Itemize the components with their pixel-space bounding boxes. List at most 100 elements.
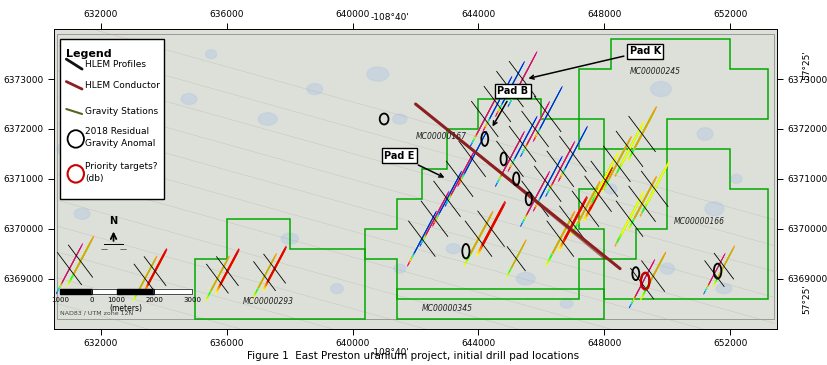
Polygon shape — [471, 211, 494, 254]
Polygon shape — [533, 97, 557, 140]
Polygon shape — [209, 258, 228, 294]
Polygon shape — [522, 181, 544, 224]
Text: Gravity Stations: Gravity Stations — [85, 107, 158, 116]
Polygon shape — [487, 81, 509, 123]
Polygon shape — [509, 61, 533, 103]
Polygon shape — [640, 172, 664, 215]
Polygon shape — [208, 261, 227, 296]
Polygon shape — [425, 193, 448, 236]
Polygon shape — [447, 160, 470, 203]
Polygon shape — [496, 142, 519, 185]
Polygon shape — [469, 214, 492, 257]
Polygon shape — [483, 88, 506, 130]
Polygon shape — [210, 257, 229, 292]
Polygon shape — [521, 183, 543, 226]
Polygon shape — [439, 170, 462, 214]
Polygon shape — [524, 105, 547, 149]
Polygon shape — [452, 151, 475, 193]
Polygon shape — [461, 138, 484, 180]
Polygon shape — [206, 265, 225, 300]
Polygon shape — [607, 139, 630, 182]
Polygon shape — [551, 143, 574, 187]
Ellipse shape — [62, 62, 84, 77]
Polygon shape — [420, 202, 443, 245]
Polygon shape — [576, 184, 599, 227]
Polygon shape — [60, 246, 81, 285]
Polygon shape — [603, 147, 626, 191]
Polygon shape — [632, 265, 652, 302]
Text: 0: 0 — [89, 297, 93, 303]
Text: (meters): (meters) — [110, 304, 142, 312]
Polygon shape — [707, 256, 724, 287]
Polygon shape — [642, 170, 665, 214]
Polygon shape — [483, 88, 506, 131]
Polygon shape — [510, 240, 526, 270]
Polygon shape — [718, 246, 734, 278]
Text: 1000: 1000 — [51, 297, 69, 303]
Polygon shape — [509, 244, 524, 273]
Polygon shape — [71, 238, 93, 278]
Polygon shape — [252, 264, 271, 299]
Polygon shape — [479, 208, 502, 252]
Polygon shape — [539, 158, 562, 200]
Ellipse shape — [142, 54, 155, 64]
Polygon shape — [484, 87, 507, 129]
Polygon shape — [475, 95, 498, 138]
Text: 2018 Residual: 2018 Residual — [85, 127, 150, 136]
Polygon shape — [629, 115, 652, 159]
Polygon shape — [498, 139, 520, 182]
Polygon shape — [621, 191, 644, 234]
Polygon shape — [218, 254, 237, 290]
Text: MC00000345: MC00000345 — [422, 304, 472, 313]
Polygon shape — [642, 260, 662, 298]
Polygon shape — [571, 192, 595, 235]
Ellipse shape — [447, 244, 461, 254]
Polygon shape — [501, 132, 524, 176]
Polygon shape — [538, 160, 561, 202]
Polygon shape — [535, 164, 558, 207]
Polygon shape — [703, 264, 720, 295]
Ellipse shape — [393, 114, 407, 124]
Polygon shape — [133, 265, 152, 300]
Polygon shape — [426, 192, 449, 234]
Polygon shape — [132, 266, 151, 302]
Polygon shape — [574, 187, 597, 230]
Polygon shape — [512, 120, 535, 164]
Polygon shape — [561, 203, 584, 247]
Polygon shape — [412, 214, 435, 257]
Polygon shape — [265, 251, 284, 288]
Polygon shape — [437, 173, 461, 216]
Polygon shape — [527, 102, 550, 145]
Polygon shape — [714, 254, 730, 286]
Polygon shape — [461, 137, 484, 179]
Polygon shape — [538, 158, 562, 201]
Polygon shape — [547, 151, 570, 194]
Text: Pad K: Pad K — [530, 46, 661, 79]
Polygon shape — [631, 268, 651, 305]
Polygon shape — [561, 134, 584, 176]
Polygon shape — [263, 254, 283, 290]
Polygon shape — [520, 114, 543, 157]
Polygon shape — [511, 58, 534, 100]
Polygon shape — [552, 142, 575, 184]
Polygon shape — [255, 258, 274, 294]
Polygon shape — [423, 198, 446, 241]
Polygon shape — [562, 200, 586, 245]
Polygon shape — [558, 139, 581, 182]
Polygon shape — [446, 161, 469, 204]
Ellipse shape — [697, 128, 713, 140]
Polygon shape — [586, 173, 609, 217]
Polygon shape — [509, 62, 532, 104]
Polygon shape — [423, 197, 446, 240]
Polygon shape — [539, 88, 562, 131]
Polygon shape — [490, 76, 513, 119]
Polygon shape — [506, 247, 523, 277]
Polygon shape — [136, 261, 155, 296]
Polygon shape — [629, 270, 649, 307]
Polygon shape — [709, 253, 725, 285]
Polygon shape — [510, 123, 533, 166]
Polygon shape — [73, 235, 94, 275]
Polygon shape — [414, 211, 437, 254]
Polygon shape — [509, 62, 532, 105]
Polygon shape — [514, 52, 537, 95]
